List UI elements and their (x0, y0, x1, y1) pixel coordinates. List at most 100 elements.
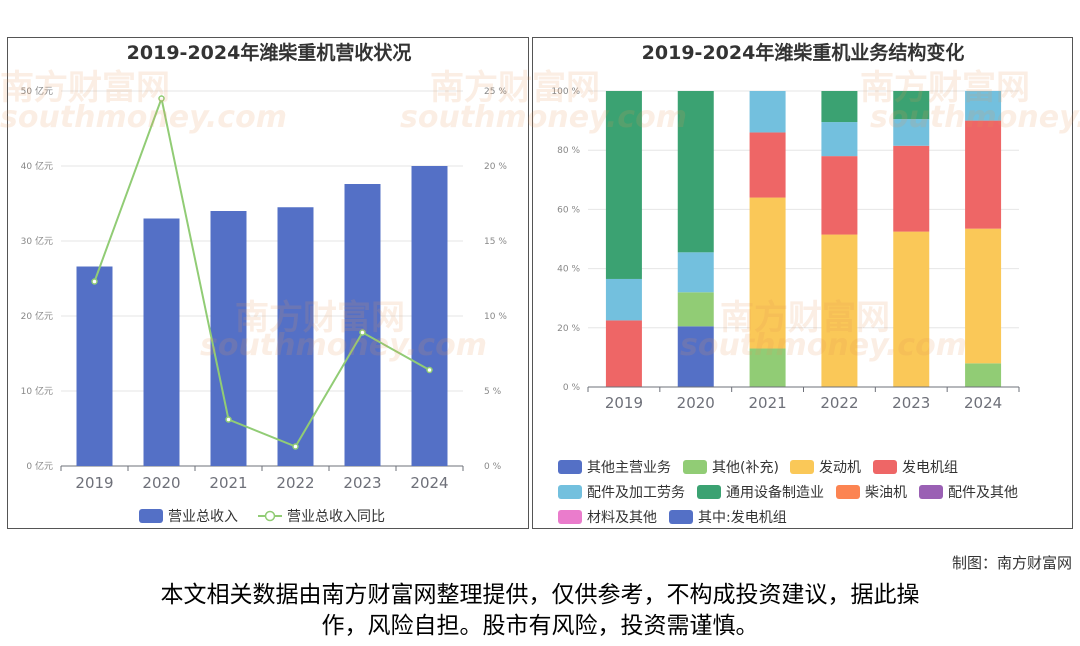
stack-segment (749, 197, 786, 349)
stack-segment (749, 132, 786, 198)
y-left-tick-label: 0 亿元 (26, 460, 53, 472)
revenue-chart-panel: 2019-2024年潍柴重机营收状况 0 亿元 10 亿元 20 亿元 30 亿元 40 … (7, 37, 529, 529)
stack-segment (893, 145, 930, 232)
legend-swatch-bar (139, 509, 163, 523)
legend-swatch-line-marker (264, 510, 276, 522)
stack-segment (893, 91, 930, 120)
legend-label-line: 营业总收入同比 (287, 509, 385, 525)
stack-segment (749, 348, 786, 387)
x-tick-label: 2024 (410, 474, 448, 492)
y-tick-label: 0 % (563, 383, 581, 393)
stack-segment (605, 278, 642, 321)
y-right-tick-label: 15 % (484, 237, 507, 247)
x-tick-label: 2022 (820, 394, 858, 412)
revenue-bar (210, 211, 247, 466)
y-right-tick-label: 0 % (484, 462, 502, 472)
x-tick-label: 2019 (75, 474, 113, 492)
y-tick-label: 100 % (551, 87, 580, 97)
revenue-bar (76, 266, 113, 466)
legend-swatch (683, 460, 707, 474)
stack-segment (893, 231, 930, 387)
legend-label: 柴油机 (865, 485, 907, 501)
legend-label: 其他主营业务 (587, 460, 671, 476)
stack-segment (821, 122, 858, 157)
yoy-point (292, 443, 299, 450)
stack-segment (821, 234, 858, 387)
yoy-point (225, 416, 232, 423)
legend-label: 发动机 (819, 460, 861, 476)
legend-label-bar: 营业总收入 (168, 509, 238, 525)
yoy-line (93, 94, 430, 448)
legend-swatch (873, 460, 897, 474)
stack-segment (821, 156, 858, 235)
legend-label: 材料及其他 (587, 510, 657, 526)
x-tick-label: 2020 (677, 394, 715, 412)
stack-segment (965, 120, 1002, 229)
legend-swatch (669, 510, 693, 524)
stack-segment (605, 320, 642, 387)
y-right-tick-label: 25 % (484, 87, 507, 97)
legend-swatch (558, 510, 582, 524)
legend-label: 通用设备制造业 (726, 484, 824, 501)
stack-segment (677, 252, 714, 293)
x-tick-label: 2022 (276, 474, 314, 492)
y-tick-label: 80 % (557, 146, 580, 156)
yoy-point (158, 95, 165, 102)
y-right-tick-label: 5 % (484, 387, 502, 397)
stack-segment (677, 326, 714, 387)
x-tick-label: 2023 (892, 394, 930, 412)
revenue-chart: 2019-2024年潍柴重机营收状况 0 亿元 10 亿元 20 亿元 30 亿元 40 … (21, 41, 508, 525)
stack-segment (749, 91, 786, 133)
x-tick-label: 2019 (605, 394, 643, 412)
legend-label: 其他(补充) (712, 460, 779, 476)
x-tick-label: 2021 (748, 394, 786, 412)
y-right-tick-label: 20 % (484, 162, 507, 172)
yoy-point (359, 329, 366, 336)
source-label: 制图：南方财富网 (951, 554, 1072, 572)
revenue-bar (411, 166, 448, 466)
y-tick-label: 20 % (557, 324, 580, 334)
structure-chart-panel: 2019-2024年潍柴重机业务结构变化 0 % 20 % 40 % 60 % 80 % 1… (532, 37, 1073, 529)
legend-swatch (697, 485, 721, 499)
stack-segment (893, 119, 930, 146)
revenue-bar (143, 218, 180, 466)
disclaimer-line2: 作，风险自担。股市有风险，投资需谨慎。 (321, 613, 759, 639)
y-left-tick-label: 10 亿元 (21, 385, 53, 397)
y-left-tick-label: 20 亿元 (21, 310, 53, 322)
x-tick-label: 2021 (209, 474, 247, 492)
chart-title: 2019-2024年潍柴重机营收状况 (127, 41, 412, 64)
disclaimer-line1: 本文相关数据由南方财富网整理提供，仅供参考，不构成投资建议，据此操 (160, 582, 920, 608)
legend-label: 配件及其他 (948, 485, 1018, 501)
stack-segment (965, 363, 1002, 387)
disclaimer: 本文相关数据由南方财富网整理提供，仅供参考，不构成投资建议，据此操 作，风险自担… (0, 580, 1080, 642)
y-tick-label: 60 % (557, 205, 580, 215)
x-tick-label: 2024 (964, 394, 1002, 412)
y-left-tick-label: 30 亿元 (21, 235, 53, 247)
legend-swatch (919, 485, 943, 499)
chart-title: 2019-2024年潍柴重机业务结构变化 (642, 41, 965, 64)
y-right-tick-label: 10 % (484, 312, 507, 322)
legend-swatch (558, 485, 582, 499)
y-tick-label: 40 % (557, 265, 580, 275)
legend-swatch (558, 460, 582, 474)
stack-segment (605, 91, 642, 279)
revenue-bar (277, 207, 314, 466)
structure-chart: 2019-2024年潍柴重机业务结构变化 0 % 20 % 40 % 60 % 80 % 1… (551, 41, 1020, 526)
stack-segment (965, 91, 1002, 121)
revenue-bar (344, 184, 381, 466)
legend-swatch (790, 460, 814, 474)
x-tick-label: 2020 (142, 474, 180, 492)
y-left-tick-label: 40 亿元 (21, 160, 53, 172)
stack-segment (965, 228, 1002, 364)
yoy-point (426, 366, 433, 374)
y-left-tick-label: 50 亿元 (21, 85, 53, 97)
stack-segment (677, 292, 714, 327)
x-tick-label: 2023 (343, 474, 381, 492)
legend-label: 其中:发电机组 (698, 510, 787, 526)
stack-segment (677, 91, 714, 253)
legend-label: 发电机组 (902, 460, 958, 476)
yoy-point (91, 278, 98, 285)
legend-swatch (836, 485, 860, 499)
legend-label: 配件及加工劳务 (587, 485, 685, 501)
stack-segment (821, 91, 858, 123)
